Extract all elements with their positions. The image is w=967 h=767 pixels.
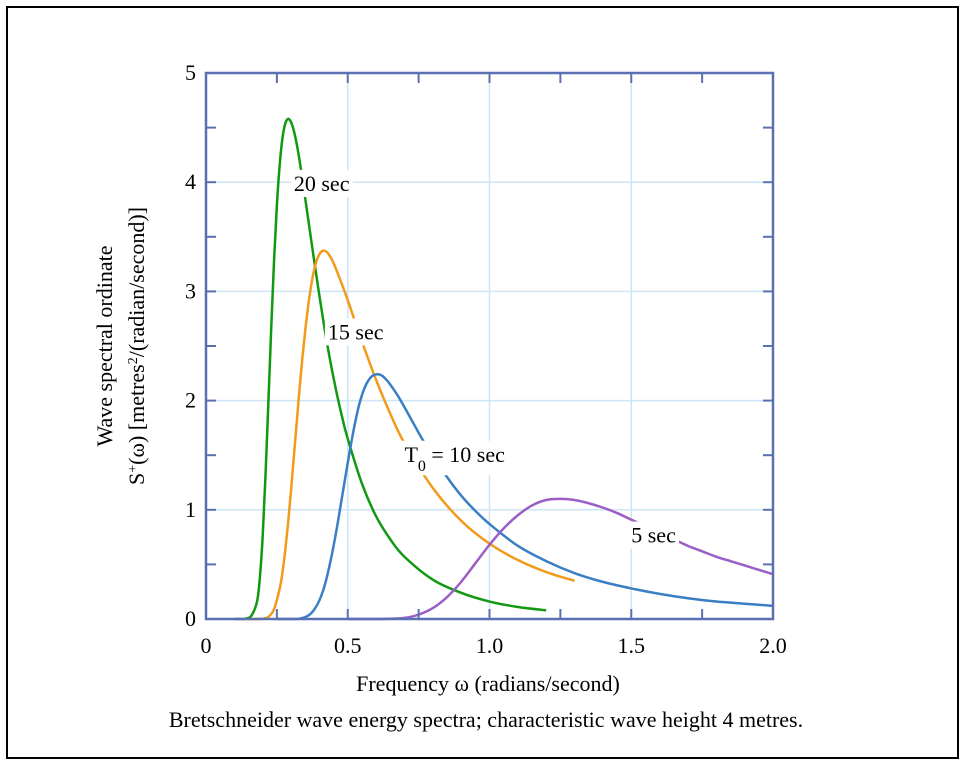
tick-labels: 0 0.5 1.0 1.5 2.0 0 1 2 3 4 5 — [185, 60, 787, 658]
x-tick-label: 0.5 — [334, 633, 362, 658]
y-tick-label: 4 — [185, 169, 196, 194]
y-axis-label-line1: Wave spectral ordinate — [92, 245, 117, 446]
label-halo — [290, 169, 353, 197]
y-tick-label: 1 — [185, 497, 196, 522]
y-tick-label: 3 — [185, 278, 196, 303]
series-10-sec-label: T0 = 10 sec — [404, 442, 505, 475]
figure-caption: Bretschneider wave energy spectra; chara… — [169, 707, 803, 732]
label-halo — [401, 440, 509, 476]
label-halo — [628, 521, 680, 549]
series-5-sec-label: 5 sec — [631, 523, 676, 548]
y-axis-label-line2: S+(ω) [metres2/(radian/second)] — [124, 207, 149, 485]
series-15-sec-label: 15 sec — [328, 319, 384, 344]
axis-ticks — [205, 72, 774, 620]
series-20-sec-line — [234, 117, 547, 621]
series-layer — [234, 117, 774, 621]
series-10-sec-line — [276, 373, 774, 621]
x-tick-label: 0 — [201, 633, 212, 658]
x-tick-label: 1.0 — [476, 633, 504, 658]
label-halo — [324, 318, 387, 346]
x-axis-label: Frequency ω (radians/second) — [356, 671, 620, 696]
y-tick-label: 2 — [185, 388, 196, 413]
series-labels: 20 sec 15 sec T0 = 10 sec 5 sec — [290, 169, 680, 549]
x-tick-label: 1.5 — [618, 633, 646, 658]
x-tick-label: 2.0 — [759, 633, 787, 658]
y-tick-label: 5 — [185, 60, 196, 85]
series-15-sec-line — [248, 249, 575, 621]
y-tick-label: 0 — [185, 606, 196, 631]
series-20-sec-label: 20 sec — [294, 171, 350, 196]
series-5-sec-line — [347, 497, 774, 621]
